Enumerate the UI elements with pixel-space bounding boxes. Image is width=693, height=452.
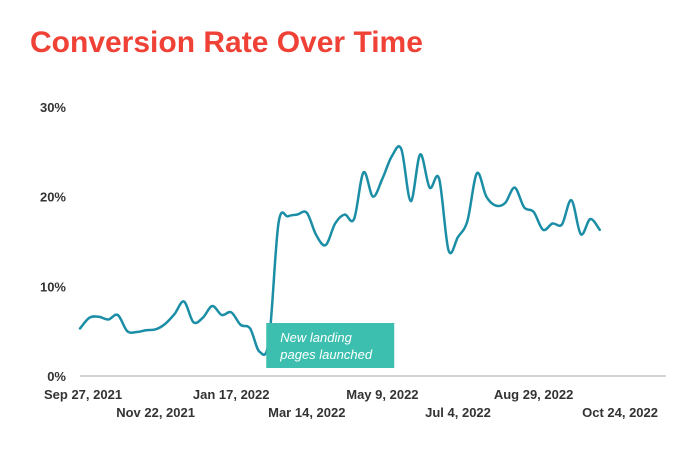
data-point [438,177,441,180]
data-point [353,218,356,221]
data-point [98,315,101,318]
data-point [447,249,450,252]
data-point [532,211,535,214]
x-tick-label: May 9, 2022 [346,387,418,402]
data-point [391,155,394,158]
data-point [249,327,252,330]
data-point [239,324,242,327]
data-point [589,218,592,221]
data-point [495,204,498,207]
x-tick-label: Jul 4, 2022 [425,405,491,420]
data-point [220,314,223,317]
data-point [202,316,205,319]
data-point [117,314,120,317]
data-point [457,236,460,239]
data-point [183,300,186,303]
annotation-box [266,323,395,368]
data-point [598,228,601,231]
annotation-text: New landing [280,330,352,345]
data-point [570,199,573,202]
y-tick-label: 0% [47,369,66,384]
data-point [287,215,290,218]
data-point [513,186,516,189]
data-point [523,206,526,209]
data-point [315,234,318,237]
data-point [145,329,148,332]
annotation-text: pages launched [279,347,373,362]
x-tick-label: Jan 17, 2022 [193,387,270,402]
data-point [362,171,365,174]
data-point [192,321,195,324]
data-point [400,148,403,151]
data-point [381,177,384,180]
data-point [164,323,167,326]
data-point [296,213,299,216]
data-point [343,213,346,216]
data-point [230,311,233,314]
data-point [542,228,545,231]
data-point [334,222,337,225]
data-point [428,186,431,189]
data-point [372,195,375,198]
data-point [79,327,82,330]
tick-labels: 0% 10% 20% 30% Sep 27, 2021 Nov 22, 2021 Jan 1… [40,100,658,420]
data-point [135,331,138,334]
x-tick-label: Aug 29, 2022 [494,387,574,402]
data-point [580,233,583,236]
data-point [173,313,176,316]
data-point [561,223,564,226]
data-point [126,330,129,333]
data-point [485,195,488,198]
x-tick-label: Nov 22, 2021 [116,405,195,420]
x-tick-label: Mar 14, 2022 [268,405,345,420]
data-point [258,350,261,353]
data-point [551,222,554,225]
data-point [107,318,110,321]
data-point [419,153,422,156]
series-layer [78,145,601,356]
y-tick-label: 30% [40,100,66,115]
data-point [466,220,469,223]
y-tick-label: 10% [40,279,66,294]
x-tick-label: Oct 24, 2022 [582,405,658,420]
data-point [211,305,214,308]
chart-title: Conversion Rate Over Time [30,26,423,59]
data-point [324,244,327,247]
data-point [504,202,507,205]
annotation: New landing pages launched [266,323,395,368]
data-point [409,200,412,203]
data-point [154,328,157,331]
x-tick-label: Sep 27, 2021 [44,387,122,402]
data-point [277,222,280,225]
y-tick-label: 20% [40,190,66,205]
data-point [88,316,91,319]
data-point [306,211,309,214]
series-line-0 [78,145,601,356]
data-point [476,172,479,175]
